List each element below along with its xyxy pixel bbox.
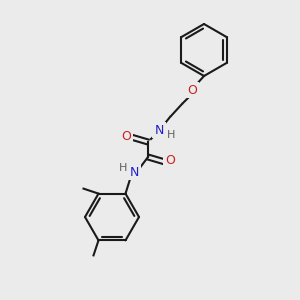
Text: O: O: [165, 154, 175, 167]
Text: O: O: [187, 83, 197, 97]
Text: N: N: [154, 124, 164, 136]
Text: H: H: [167, 130, 175, 140]
Text: H: H: [119, 163, 127, 173]
Text: O: O: [121, 130, 131, 142]
Text: N: N: [129, 166, 139, 178]
